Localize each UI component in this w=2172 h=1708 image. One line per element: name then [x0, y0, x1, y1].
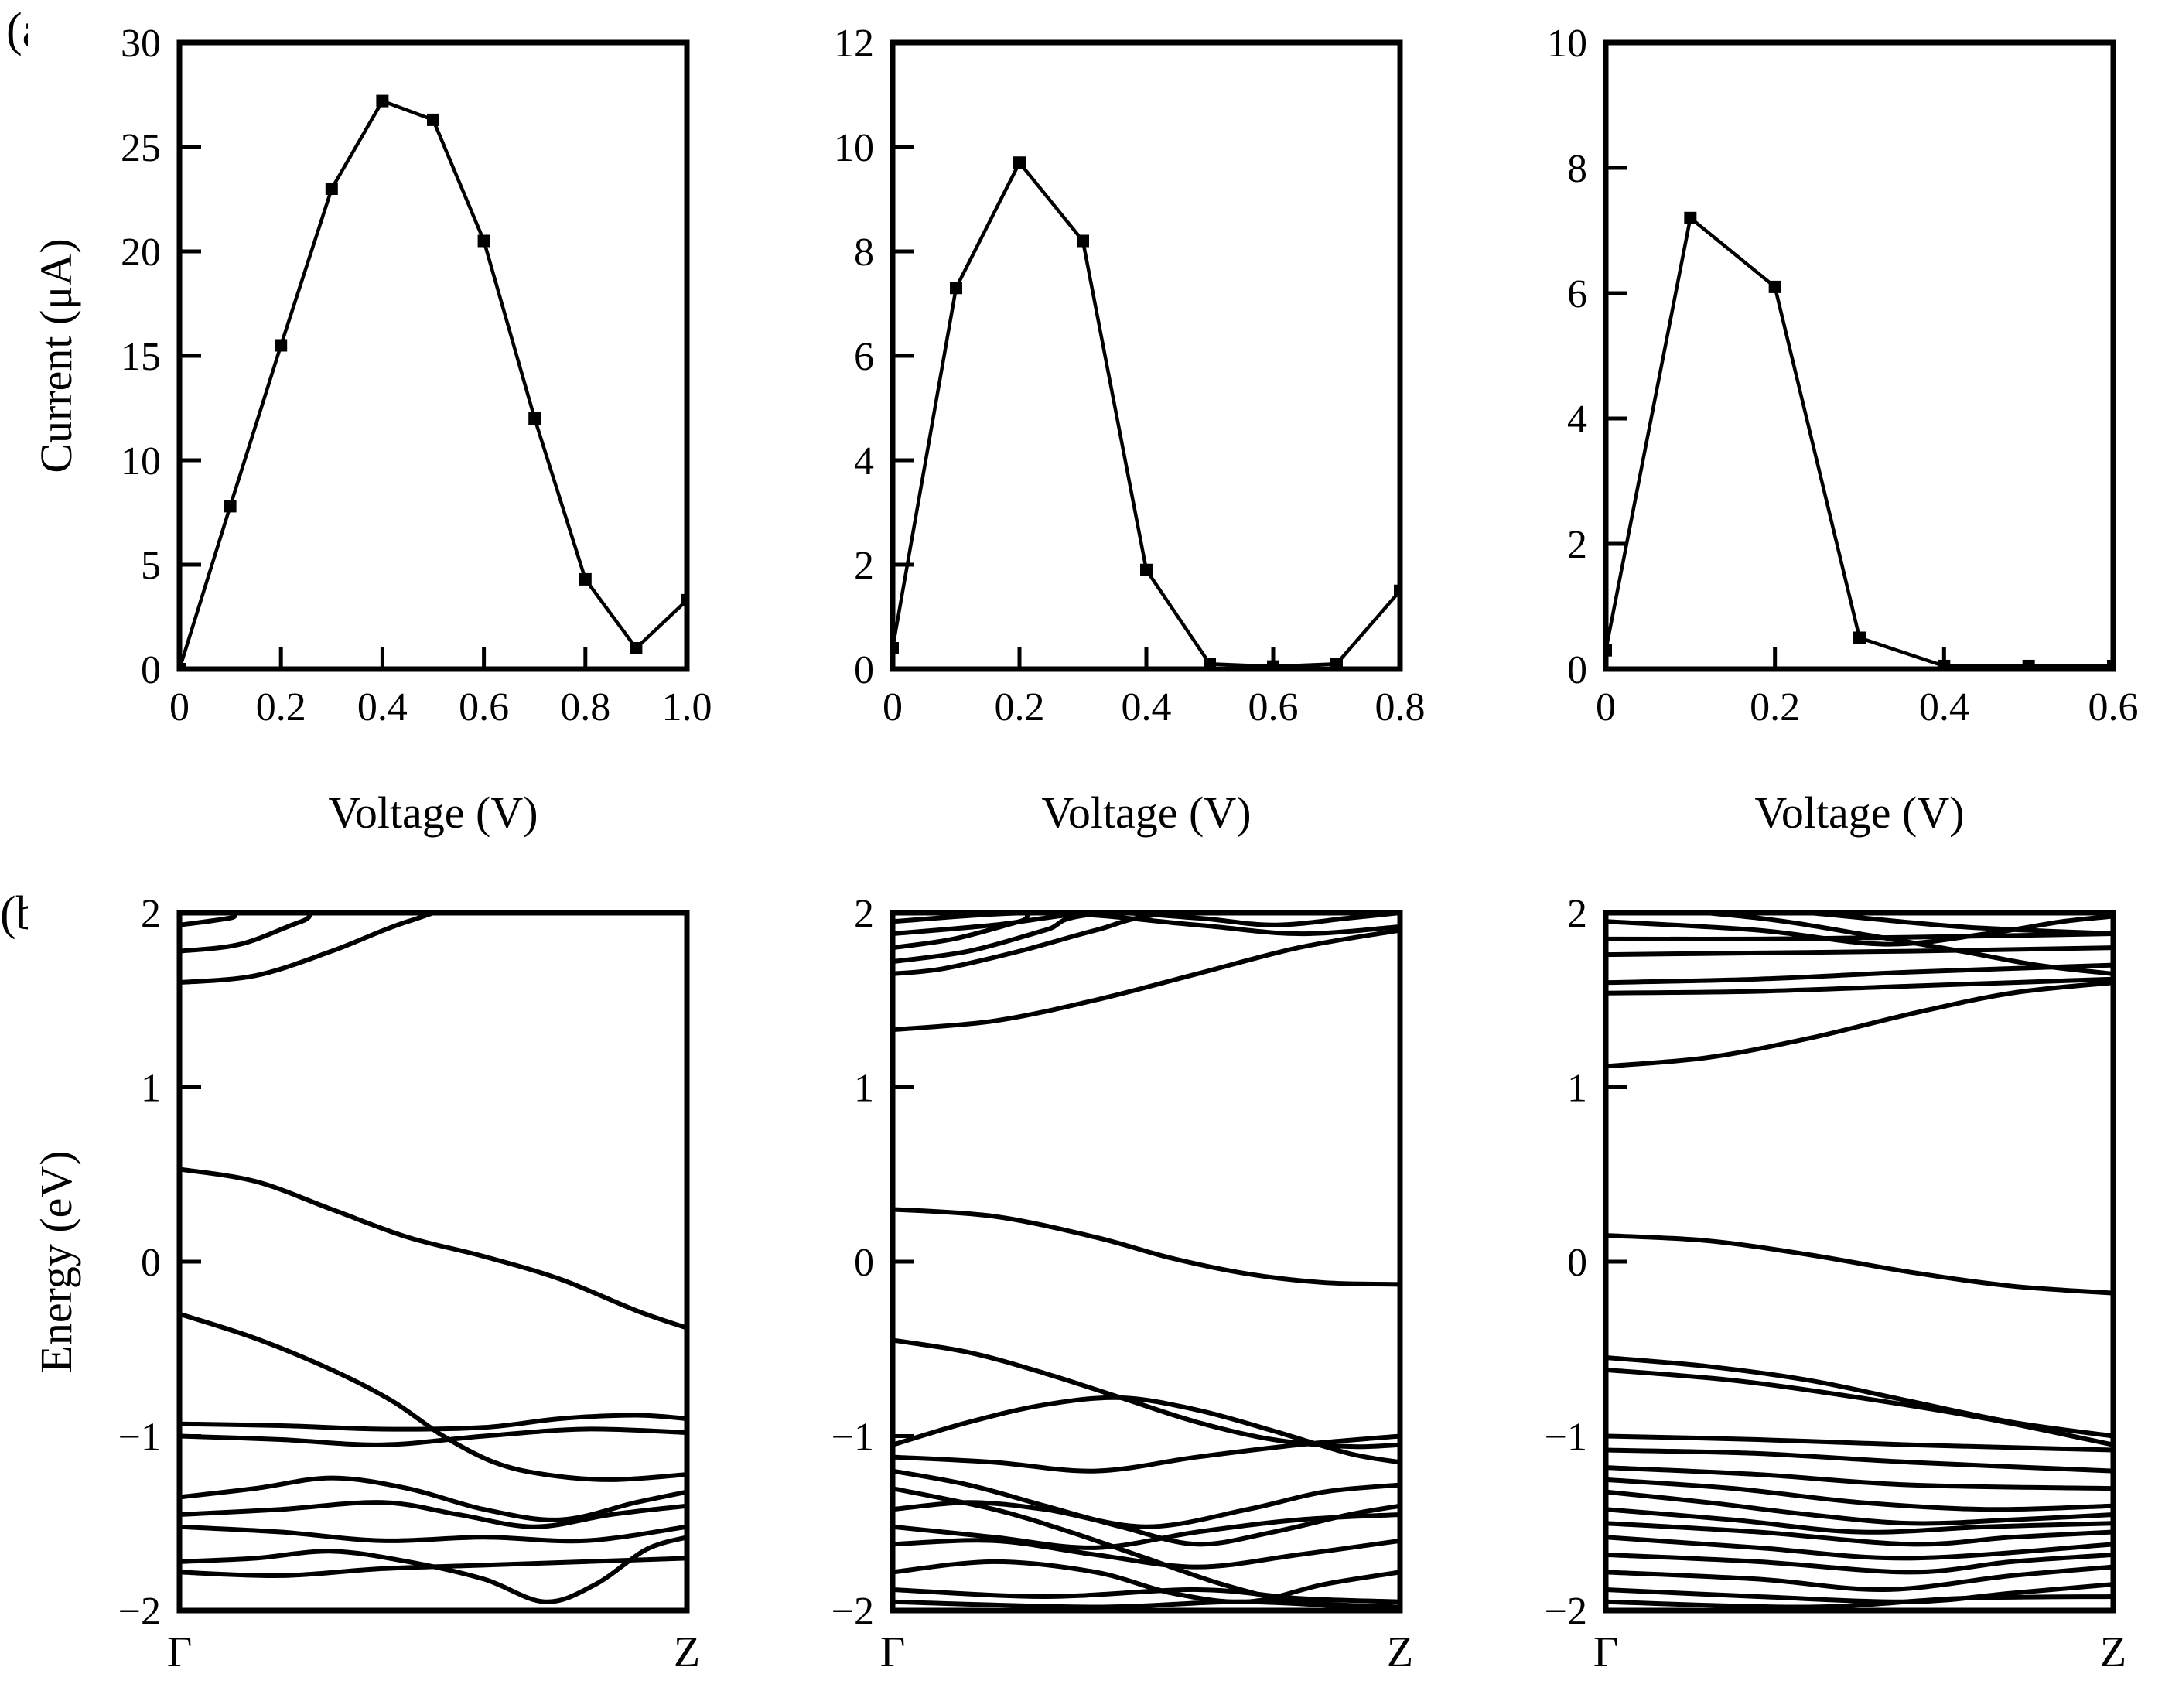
svg-text:0.2: 0.2: [1750, 685, 1800, 729]
svg-text:10: 10: [1547, 22, 1587, 66]
band-structure-2: −2 −1 0 1 2 Γ Z: [741, 891, 1437, 1703]
svg-text:8: 8: [1567, 147, 1587, 191]
svg-text:0: 0: [1567, 1241, 1587, 1285]
svg-text:0.4: 0.4: [357, 685, 408, 729]
svg-text:4: 4: [1567, 398, 1587, 442]
svg-text:1.0: 1.0: [662, 685, 712, 729]
iv-chart-1: 0 5 10 15 20 25 30 0 0.2 0.4 0.6 0.8 1.0 Voltage (V) C…: [28, 0, 724, 866]
svg-text:Z: Z: [2100, 1628, 2126, 1676]
svg-text:0: 0: [854, 648, 874, 692]
svg-text:0.8: 0.8: [1375, 685, 1426, 729]
svg-text:0.2: 0.2: [256, 685, 306, 729]
svg-text:2: 2: [1567, 523, 1587, 567]
svg-text:0.4: 0.4: [1122, 685, 1172, 729]
band-structures-row: −2 −1 0 1 2 Γ Z Energy (eV) −2 −1 0 1 2 Γ Z −2 −1 0 1 2 Γ Z: [28, 891, 2150, 1703]
svg-text:Γ: Γ: [167, 1628, 192, 1676]
svg-text:1: 1: [141, 1067, 161, 1111]
svg-text:0: 0: [883, 685, 903, 729]
svg-text:10: 10: [834, 126, 874, 170]
svg-text:0: 0: [854, 1241, 874, 1285]
svg-text:6: 6: [854, 335, 874, 379]
iv-curves-row: 0 5 10 15 20 25 30 0 0.2 0.4 0.6 0.8 1.0 Voltage (V) C…: [28, 0, 2150, 866]
svg-text:Voltage (V): Voltage (V): [328, 787, 538, 838]
svg-text:2: 2: [1567, 892, 1587, 936]
svg-text:2: 2: [854, 544, 874, 588]
iv-chart-3: 0 2 4 6 8 10 0 0.2 0.4 0.6 Voltage (V): [1454, 0, 2150, 866]
svg-text:8: 8: [854, 231, 874, 275]
svg-text:Z: Z: [674, 1628, 700, 1676]
svg-text:0.2: 0.2: [995, 685, 1045, 729]
svg-text:10: 10: [121, 439, 161, 483]
iv-chart-2: 0 2 4 6 8 10 12 0 0.2 0.4 0.6 0.8 Voltage (V): [741, 0, 1437, 866]
svg-text:0: 0: [1567, 648, 1587, 692]
svg-text:4: 4: [854, 439, 874, 483]
svg-text:0.4: 0.4: [1919, 685, 1969, 729]
band-structure-3: −2 −1 0 1 2 Γ Z: [1454, 891, 2150, 1703]
band-structure-1: −2 −1 0 1 2 Γ Z Energy (eV): [28, 891, 724, 1703]
svg-text:12: 12: [834, 22, 874, 66]
svg-text:Voltage (V): Voltage (V): [1041, 787, 1251, 838]
svg-text:0: 0: [1596, 685, 1616, 729]
svg-text:0.8: 0.8: [560, 685, 610, 729]
svg-text:0.6: 0.6: [459, 685, 509, 729]
svg-text:−1: −1: [1545, 1416, 1587, 1460]
svg-text:0.6: 0.6: [2088, 685, 2139, 729]
svg-text:1: 1: [854, 1067, 874, 1111]
svg-text:Γ: Γ: [1593, 1628, 1618, 1676]
svg-text:2: 2: [854, 892, 874, 936]
svg-text:5: 5: [141, 544, 161, 588]
svg-text:0: 0: [141, 648, 161, 692]
svg-text:25: 25: [121, 126, 161, 170]
svg-text:2: 2: [141, 892, 161, 936]
svg-text:30: 30: [121, 22, 161, 66]
svg-text:−1: −1: [832, 1416, 874, 1460]
svg-text:Energy (eV): Energy (eV): [31, 1150, 81, 1372]
svg-text:0.6: 0.6: [1248, 685, 1299, 729]
svg-text:−1: −1: [118, 1416, 161, 1460]
svg-text:−2: −2: [1545, 1590, 1587, 1634]
svg-text:15: 15: [121, 335, 161, 379]
svg-text:0: 0: [141, 1241, 161, 1285]
svg-text:−2: −2: [832, 1590, 874, 1634]
svg-text:1: 1: [1567, 1067, 1587, 1111]
svg-text:Γ: Γ: [880, 1628, 905, 1676]
svg-text:Current (μA): Current (μA): [31, 238, 81, 473]
svg-text:Voltage (V): Voltage (V): [1754, 787, 1964, 838]
svg-text:−2: −2: [118, 1590, 161, 1634]
svg-text:Z: Z: [1387, 1628, 1413, 1676]
svg-text:6: 6: [1567, 272, 1587, 316]
svg-text:0: 0: [169, 685, 190, 729]
svg-text:20: 20: [121, 231, 161, 275]
